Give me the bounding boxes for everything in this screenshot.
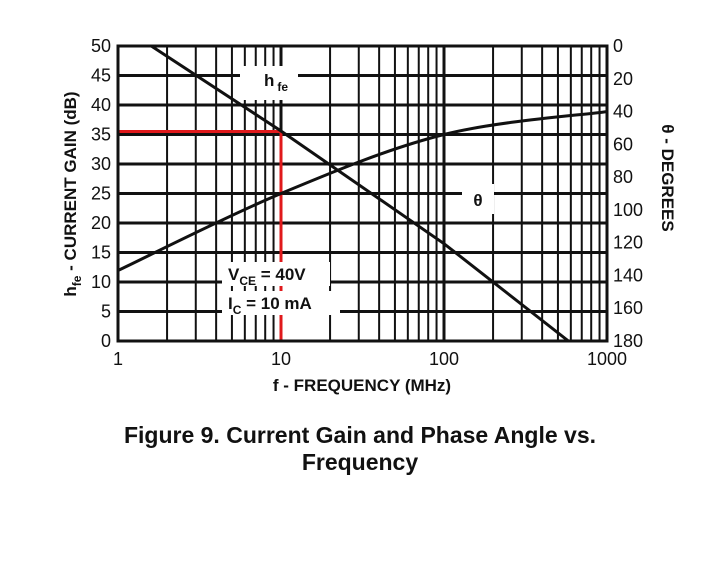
x-tick-label: 10 <box>271 349 291 369</box>
y-tick-label-left: 45 <box>91 66 111 86</box>
y-tick-label-left: 20 <box>91 213 111 233</box>
y-tick-label-left: 30 <box>91 154 111 174</box>
theta-label-bg <box>462 184 494 214</box>
y-tick-label-right: 140 <box>613 265 643 285</box>
y-tick-label-right: 160 <box>613 298 643 318</box>
y-tick-label-left: 40 <box>91 95 111 115</box>
series-line-hfe <box>150 46 570 341</box>
condition-label-ic: IC = 10 mA <box>222 291 340 317</box>
x-axis-title: f - FREQUENCY (MHz) <box>273 376 451 395</box>
series-lines <box>118 46 607 341</box>
caption-line-2: Frequency <box>301 449 419 475</box>
y-tick-label-left: 10 <box>91 272 111 292</box>
y-tick-label-right: 60 <box>613 134 633 154</box>
y-tick-label-left: 50 <box>91 36 111 56</box>
caption-line-1: Figure 9. Current Gain and Phase Angle v… <box>123 422 597 448</box>
y-tick-label-left: 25 <box>91 184 111 204</box>
y-tick-label-right: 0 <box>613 36 623 56</box>
series-labels: h fe θ <box>240 66 494 214</box>
y-tick-label-left: 0 <box>101 331 111 351</box>
axes <box>116 44 609 343</box>
condition-label-ic-bg <box>222 291 340 315</box>
condition-label-vce-bg <box>222 262 330 286</box>
svg-text:VCE = 40V: VCE = 40V <box>228 265 306 288</box>
y-tick-label-left: 35 <box>91 125 111 145</box>
y-tick-label-right: 120 <box>613 233 643 253</box>
y-tick-label-left: 15 <box>91 243 111 263</box>
x-tick-label: 100 <box>429 349 459 369</box>
x-tick-label: 1000 <box>587 349 627 369</box>
y-tick-label-right: 40 <box>613 102 633 122</box>
y-tick-label-right: 80 <box>613 167 633 187</box>
y-tick-label-left: 5 <box>101 302 111 322</box>
y-tick-label-right: 180 <box>613 331 643 351</box>
y-tick-label-right: 100 <box>613 200 643 220</box>
plot-frame <box>116 44 609 343</box>
series-line-theta <box>118 110 607 272</box>
right-y-axis-title: θ - DEGREES <box>658 124 677 231</box>
series-label-hfe: h fe <box>264 71 288 94</box>
left-y-axis-title: hfe - CURRENT GAIN (dB) <box>61 91 84 296</box>
grid <box>118 46 607 341</box>
hfe-label-bg <box>240 66 298 100</box>
y-tick-label-right: 20 <box>613 69 633 89</box>
figure-caption: Figure 9. Current Gain and Phase Angle v… <box>40 422 680 476</box>
condition-label-vce: VCE = 40V <box>222 262 330 288</box>
tick-labels: 0 5 10 15 20 25 30 35 40 45 50 0 20 40 60 80 100 120 140 16… <box>91 36 643 369</box>
x-tick-label: 1 <box>113 349 123 369</box>
svg-text:IC = 10 mA: IC = 10 mA <box>228 294 312 317</box>
series-label-theta: θ <box>473 191 482 210</box>
